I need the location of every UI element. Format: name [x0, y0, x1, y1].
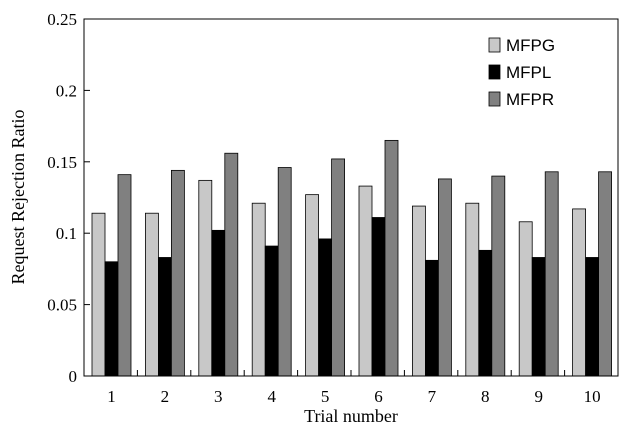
bar-mfpr-trial-4	[277, 167, 292, 377]
bar-mfpg-trial-5	[305, 194, 320, 377]
x-tick-label: 3	[214, 387, 223, 406]
legend-label-mfpr: MFPR	[506, 90, 554, 109]
bar-mfpl-trial-6	[371, 217, 386, 377]
x-tick-label: 6	[374, 387, 383, 406]
bar-mfpl-trial-10	[585, 257, 599, 377]
x-tick-label: 9	[534, 387, 543, 406]
legend-swatch-mfpg	[488, 37, 501, 53]
x-axis-title: Trial number	[304, 406, 398, 426]
bar-mfpl-trial-7	[424, 259, 439, 377]
bar-mfpl-trial-2	[157, 257, 172, 377]
bars-layer	[91, 139, 612, 377]
bar-mfpg-trial-1	[91, 212, 106, 377]
bar-mfpg-trial-7	[411, 205, 426, 377]
x-axis: 1 2 3 4 5 6 7 8 9 10	[107, 370, 601, 406]
bar-mfpl-trial-3	[211, 229, 226, 377]
bar-mfpg-trial-2	[144, 212, 159, 377]
bar-mfpg-trial-10	[572, 208, 586, 377]
bar-mfpr-trial-9	[544, 171, 559, 377]
y-tick-label: 0.1	[56, 224, 77, 243]
bar-mfpg-trial-9	[518, 221, 533, 377]
y-tick-label: 0.25	[47, 10, 77, 29]
y-axis-title: Request Rejection Ratio	[8, 110, 28, 285]
bar-mfpr-trial-3	[224, 152, 239, 377]
bar-mfpr-trial-7	[437, 178, 452, 377]
x-tick-label: 10	[584, 387, 601, 406]
x-tick-label: 2	[161, 387, 170, 406]
bar-mfpr-trial-10	[598, 171, 612, 377]
y-tick-label: 0.15	[47, 153, 77, 172]
legend-label-mfpl: MFPL	[506, 63, 551, 82]
y-tick-label: 0.05	[47, 296, 77, 315]
bar-mfpl-trial-8	[478, 249, 493, 377]
y-axis: 0 0.05 0.1 0.15 0.2 0.25	[47, 10, 90, 386]
bar-mfpl-trial-4	[264, 245, 279, 377]
bar-mfpg-trial-6	[358, 185, 373, 377]
bar-mfpr-trial-1	[117, 174, 132, 377]
x-tick-label: 5	[321, 387, 330, 406]
bar-mfpg-trial-8	[465, 202, 480, 377]
bar-mfpr-trial-8	[491, 175, 506, 377]
bar-mfpr-trial-2	[170, 169, 185, 377]
x-tick-label: 4	[267, 387, 276, 406]
x-tick-label: 8	[481, 387, 490, 406]
legend-label-mfpg: MFPG	[506, 36, 555, 55]
bar-mfpl-trial-5	[318, 238, 333, 377]
x-tick-label: 7	[428, 387, 437, 406]
bar-mfpl-trial-1	[104, 261, 119, 377]
bar-mfpg-trial-3	[198, 179, 213, 377]
legend: MFPG MFPL MFPR	[488, 36, 555, 109]
x-tick-label: 1	[107, 387, 116, 406]
bar-mfpr-trial-5	[331, 158, 346, 377]
bar-mfpr-trial-6	[384, 139, 399, 377]
legend-swatch-mfpl	[488, 64, 501, 80]
legend-swatch-mfpr	[488, 91, 501, 107]
y-tick-label: 0.2	[56, 81, 77, 100]
y-tick-label: 0	[69, 367, 78, 386]
bar-mfpg-trial-4	[251, 202, 266, 377]
bar-mfpl-trial-9	[531, 257, 546, 377]
